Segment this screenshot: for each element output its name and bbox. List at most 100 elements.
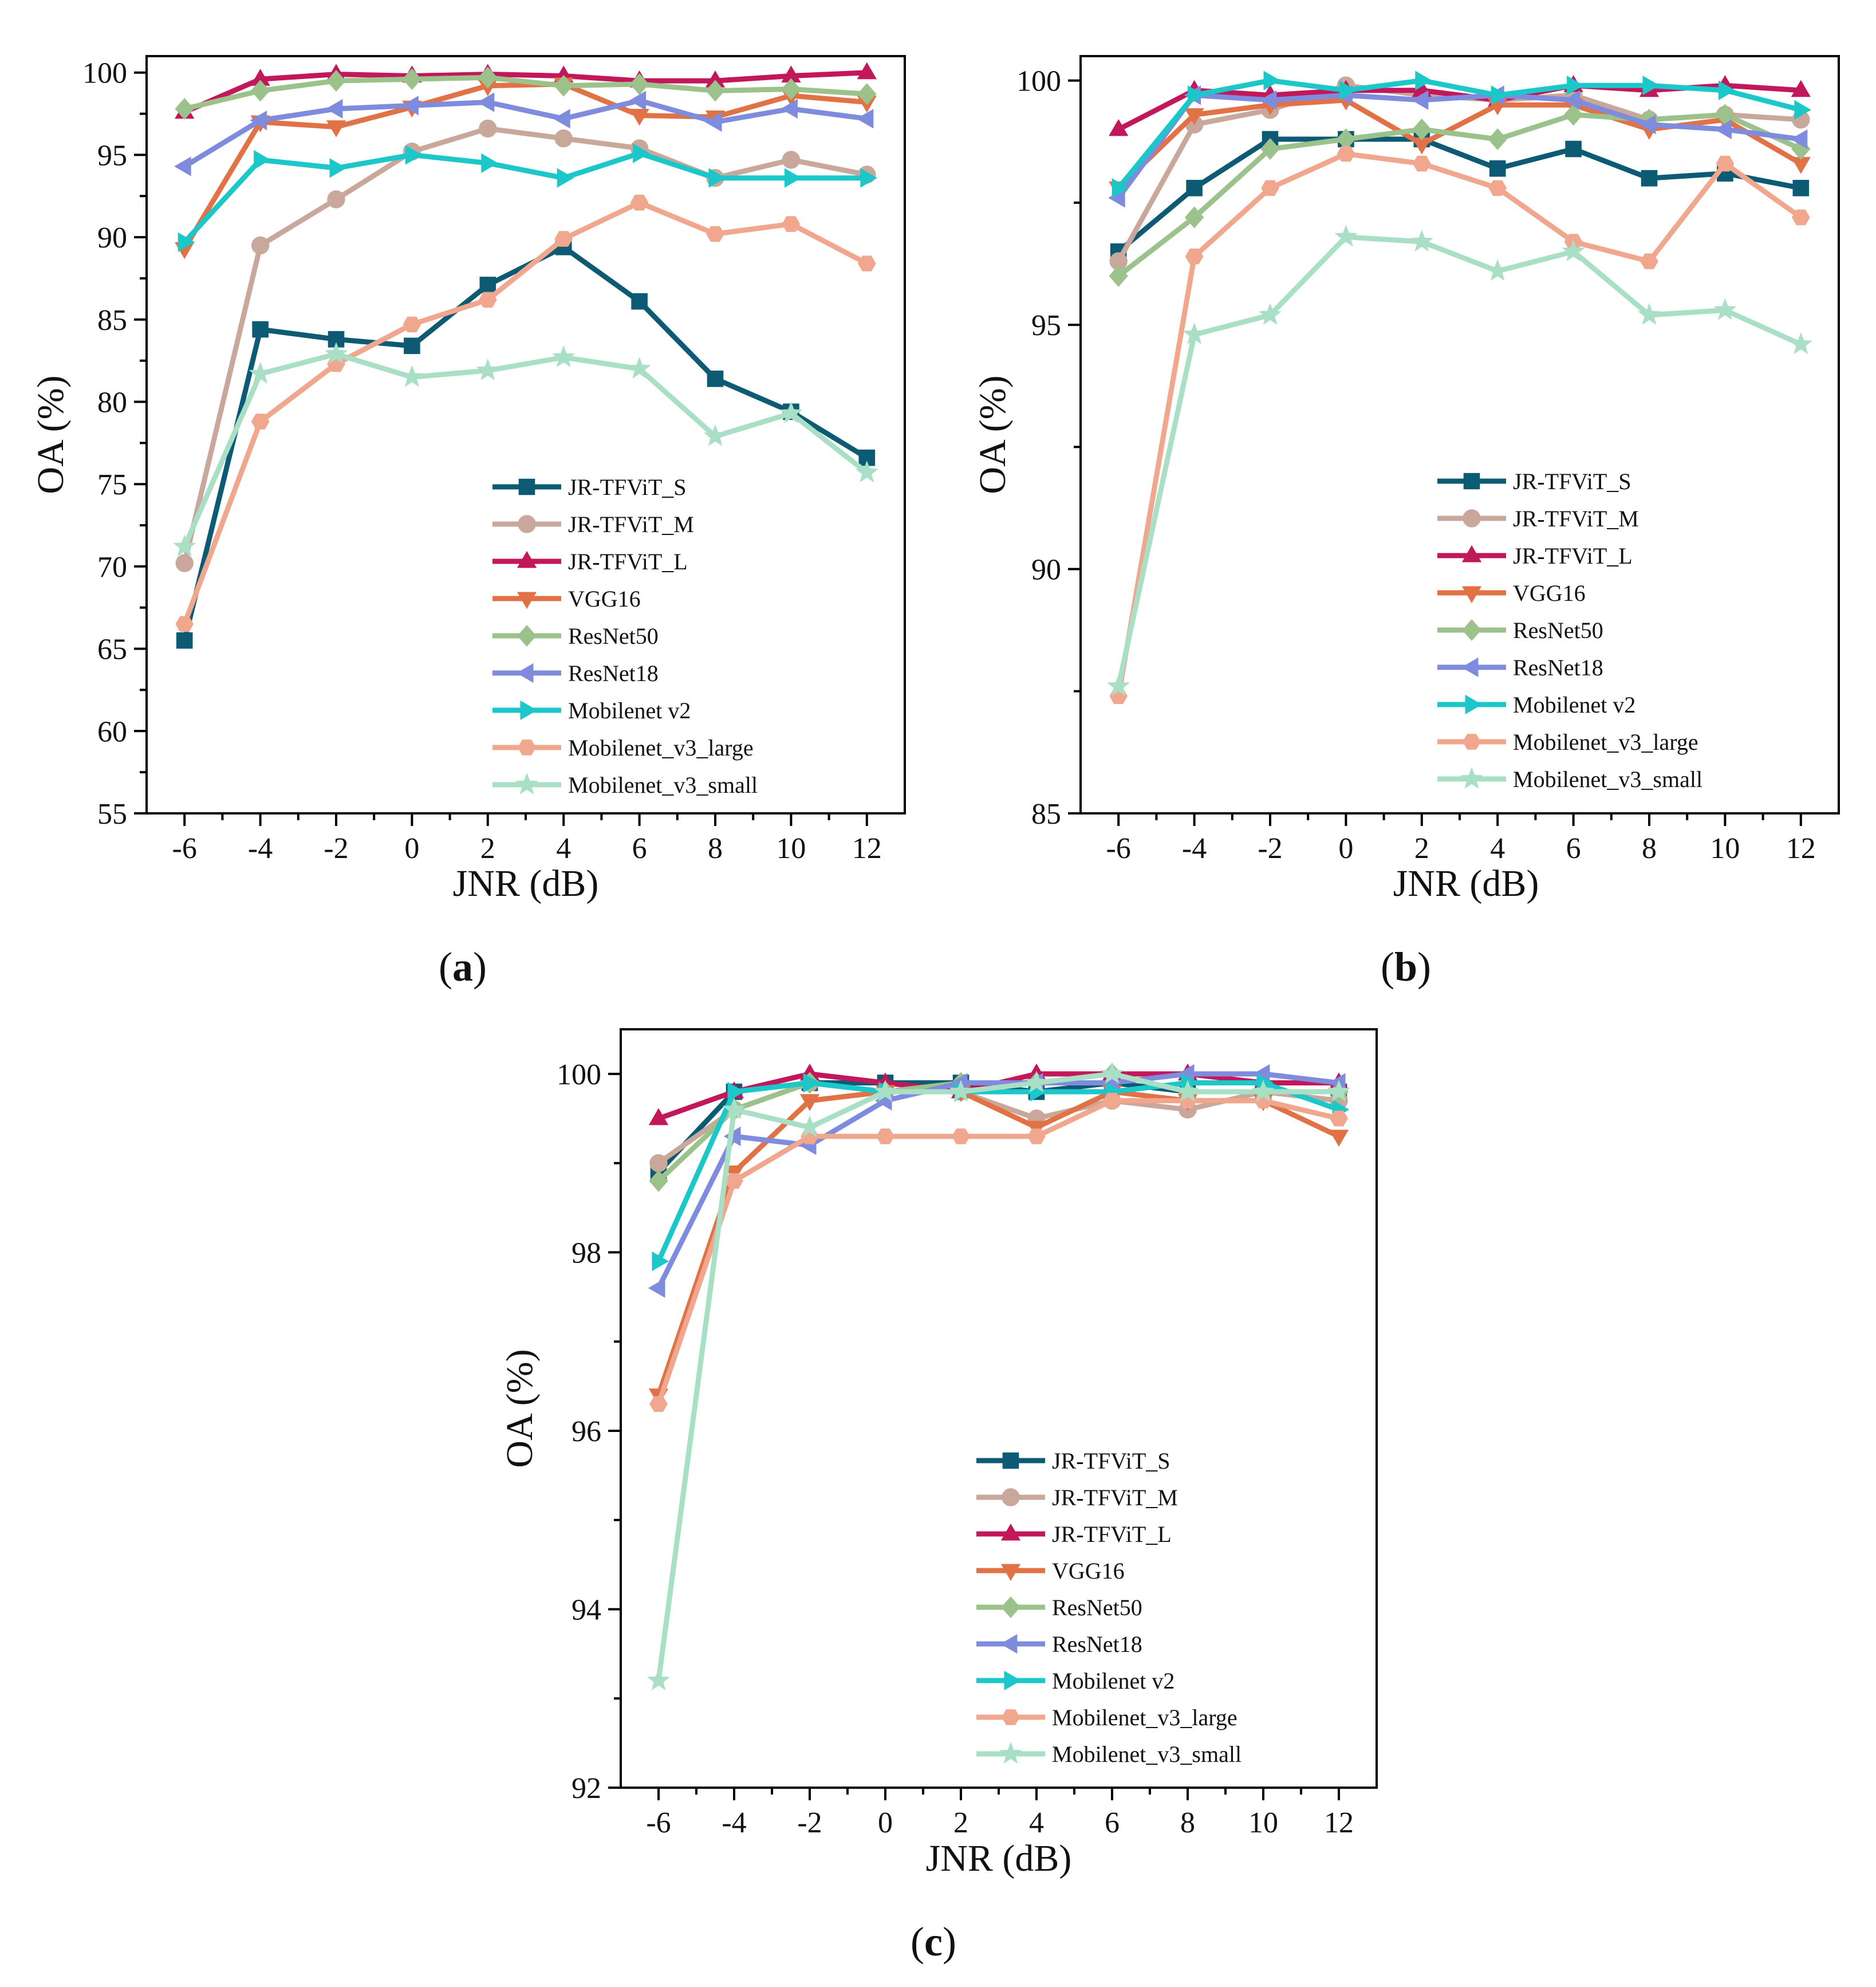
chart-panel-c: -6 -4 -2 0 2 4 6 8 10 12 92 94 96 98 100 JR-TFViT_S JR-… [499,1028,1378,1965]
panel-caption-a: (a) [439,944,487,990]
y-axis-title: OA (%) [972,375,1014,494]
legend-item-mobilenet-v3-large: Mobilenet_v3_large [976,1705,1237,1730]
data-point [405,145,423,165]
data-point [704,424,727,446]
data-point [252,321,269,338]
data-point [860,168,877,188]
series-line [182,98,870,170]
data-point [798,1115,821,1138]
x-tick-label: 4 [556,832,571,865]
data-point [781,78,801,100]
legend-marker [1461,586,1482,604]
data-point [779,401,803,423]
data-point [1794,100,1811,120]
x-tick-label: 8 [708,832,723,865]
y-tick-label: 80 [97,387,127,419]
data-point [857,255,876,272]
legend-label: Mobilenet v2 [1513,692,1635,718]
data-point [553,109,570,129]
legend-label: Mobilenet_v3_small [568,772,758,798]
legend-marker [1463,734,1481,750]
y-tick-label: 85 [97,304,127,337]
series-mobilenet-v3-small [647,1061,1350,1691]
series-line [1116,78,1804,191]
legend-item-mobilenet-v3-large: Mobilenet_v3_large [1437,729,1698,755]
data-point [328,331,345,348]
x-tick-label: 6 [1105,1807,1120,1839]
data-point [649,1170,668,1192]
data-point [478,66,498,89]
data-point [1027,1128,1046,1144]
legend-item-mobilenet-v3-small: Mobilenet_v3_small [976,1741,1242,1767]
data-point [1101,1061,1124,1084]
data-point [629,108,649,126]
data-point [782,216,801,232]
data-point [1718,80,1736,100]
y-tick-label: 95 [1031,309,1061,342]
legend-marker [1000,1634,1018,1654]
data-point [784,168,802,188]
legend-item-mobilenet-v2: Mobilenet v2 [1437,692,1635,718]
legend-marker [517,592,537,609]
y-tick-label: 92 [572,1772,601,1805]
x-tick-label: -2 [324,832,348,865]
data-point [723,1097,746,1120]
data-point [1642,76,1660,96]
legend-item-jr-tfvit-m: JR-TFViT_M [1437,506,1639,532]
data-point [631,293,648,310]
legend-marker [515,772,538,794]
data-point [1259,90,1277,110]
data-point [704,112,722,132]
data-point [1183,322,1206,345]
legend-label: ResNet18 [1513,655,1603,680]
y-tick-label: 90 [97,222,127,254]
y-tick-label: 60 [97,715,127,748]
data-point [782,151,801,169]
series-line [182,74,870,112]
data-point [1334,225,1358,247]
data-point [1489,160,1506,177]
y-axis-title: OA (%) [499,1349,541,1467]
data-point [175,554,194,572]
data-point [479,119,497,138]
series-line [1116,92,1804,200]
data-point [478,292,497,308]
series-line [182,81,870,251]
y-tick-label: 55 [97,798,127,831]
series-line [182,70,870,115]
legend-marker [1004,1670,1022,1691]
y-tick-label: 100 [557,1059,601,1091]
x-tick-label: -4 [722,1807,746,1839]
legend-item-mobilenet-v2: Mobilenet v2 [492,698,691,723]
data-point [326,120,346,137]
data-point [727,1081,745,1102]
data-point [803,1073,821,1093]
series-line [656,1071,1342,1291]
legend-label: JR-TFViT_L [1052,1521,1172,1547]
legend-marker [518,478,535,495]
y-axis-title: OA (%) [30,375,72,494]
data-point [857,83,877,105]
x-tick-label: -2 [797,1807,822,1839]
series-resnet50 [175,66,877,120]
legend-item-jr-tfvit-l: JR-TFViT_L [492,549,688,575]
legend-label: Mobilenet_v3_small [1513,766,1702,792]
data-point [876,1128,894,1144]
data-point [725,1173,743,1189]
data-point [1176,1079,1199,1102]
caption-letter: c [924,1919,943,1965]
x-tick-label: 10 [1248,1807,1278,1839]
data-point [1109,265,1128,287]
x-tick-label: -4 [248,832,273,865]
x-tick-label: 0 [878,1807,893,1839]
panel-caption-b: (b) [1381,944,1431,990]
legend-marker [1461,545,1482,562]
data-point [251,414,270,430]
data-point [400,365,424,387]
x-tick-label: 2 [1414,832,1429,865]
legend-marker [516,663,534,683]
series-line [1116,151,1804,699]
data-point [175,97,194,120]
series-line [182,200,870,627]
data-point [1789,332,1812,355]
